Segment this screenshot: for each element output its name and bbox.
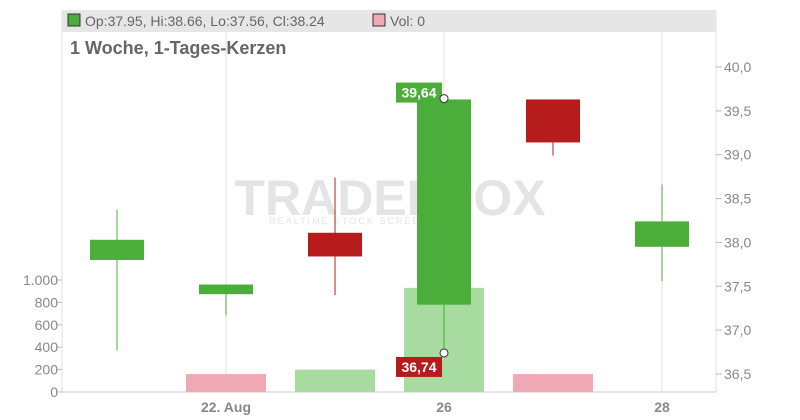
- price-tick-label: 40,0: [724, 59, 751, 75]
- legend-bar: Op:37.95, Hi:38.66, Lo:37.56, Cl:38.24 V…: [62, 10, 716, 32]
- annotation-label: 39,64: [401, 85, 436, 101]
- annotation-marker: [439, 94, 449, 104]
- watermark: TRADERFOX REALTIME STOCK SCREENING: [234, 170, 545, 226]
- candle-body: [417, 99, 471, 305]
- watermark-tagline: REALTIME STOCK SCREENING: [269, 216, 451, 226]
- x-tick-label: 28: [654, 399, 670, 415]
- candle-body: [90, 239, 144, 260]
- x-axis: 22. Aug 26 28: [201, 399, 670, 415]
- annotation-flag: [396, 82, 442, 103]
- price-axis: 36,5 37,0 37,5 38,0 38,5 39,0 39,5 40,0: [716, 59, 751, 382]
- candles: [90, 98, 689, 353]
- volume-tick-label: 400: [35, 339, 59, 355]
- volume-tick-label: 600: [35, 317, 59, 333]
- price-tick-label: 37,5: [724, 278, 751, 294]
- price-tick-label: 36,5: [724, 366, 751, 382]
- annotation-marker: [439, 348, 449, 358]
- volume-bar: [295, 369, 375, 392]
- legend-vol-text: Vol: 0: [390, 13, 425, 29]
- volume-tick-label: 200: [35, 362, 59, 378]
- price-annotations: 39,64 36,74: [396, 82, 449, 377]
- price-tick-label: 37,0: [724, 322, 751, 338]
- volume-tick-label: 1.000: [23, 272, 58, 288]
- candle-body: [526, 99, 580, 143]
- candle-body: [635, 221, 689, 247]
- price-tick-label: 39,5: [724, 103, 751, 119]
- legend-ohlc-swatch: [67, 13, 81, 27]
- x-tick-label: 22. Aug: [201, 399, 251, 415]
- price-tick-label: 38,5: [724, 191, 751, 207]
- x-tick-label: 26: [436, 399, 452, 415]
- price-tick-label: 39,0: [724, 147, 751, 163]
- volume-bar: [186, 374, 266, 392]
- watermark-brand: TRADERFOX: [234, 170, 545, 226]
- volume-tick-label: 800: [35, 294, 59, 310]
- volume-axis: 0 200 400 600 800 1.000: [23, 272, 62, 400]
- legend-vol-swatch: [372, 13, 386, 27]
- chart-title: 1 Woche, 1-Tages-Kerzen: [70, 38, 286, 58]
- volume-tick-label: 0: [50, 384, 58, 400]
- legend-ohlc-text: Op:37.95, Hi:38.66, Lo:37.56, Cl:38.24: [85, 13, 325, 29]
- annotation-flag: [396, 356, 442, 377]
- volume-bar: [513, 374, 593, 392]
- candle-body: [308, 232, 362, 257]
- annotation-label: 36,74: [401, 359, 436, 375]
- legend-background: [62, 10, 716, 32]
- candle-body: [199, 284, 253, 295]
- price-tick-label: 38,0: [724, 234, 751, 250]
